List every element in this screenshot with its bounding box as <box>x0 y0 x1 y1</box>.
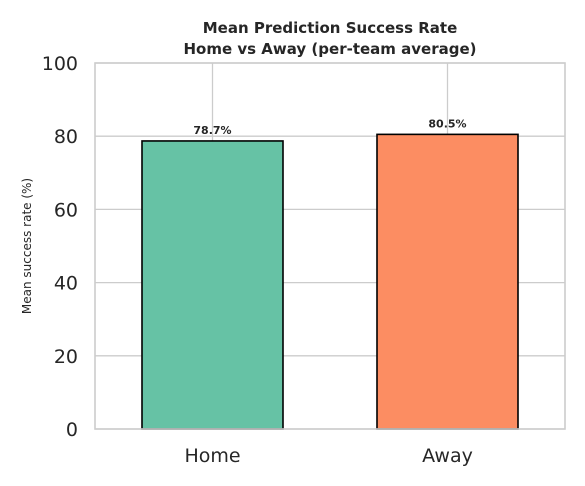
y-axis-label: Mean success rate (%) <box>20 178 34 314</box>
y-tick-label: 40 <box>54 273 78 295</box>
y-tick-label: 100 <box>42 53 78 75</box>
x-tick-labels: Home Away <box>184 445 472 467</box>
x-tick-label-away: Away <box>422 445 473 467</box>
x-tick-label-home: Home <box>184 445 240 467</box>
y-tick-labels: 0 20 40 60 80 100 <box>42 53 78 441</box>
y-tick-label: 80 <box>54 126 78 148</box>
bars: 78.7% 80.5% <box>142 117 518 429</box>
y-tick-label: 60 <box>54 199 78 221</box>
data-label-home: 78.7% <box>193 124 231 137</box>
chart-title: Mean Prediction Success Rate <box>203 19 458 37</box>
bar-away <box>377 134 518 429</box>
bar-home <box>142 141 283 429</box>
y-tick-label: 0 <box>66 419 78 441</box>
y-tick-label: 20 <box>54 346 78 368</box>
data-label-away: 80.5% <box>428 117 466 130</box>
chart-subtitle: Home vs Away (per-team average) <box>183 40 476 58</box>
